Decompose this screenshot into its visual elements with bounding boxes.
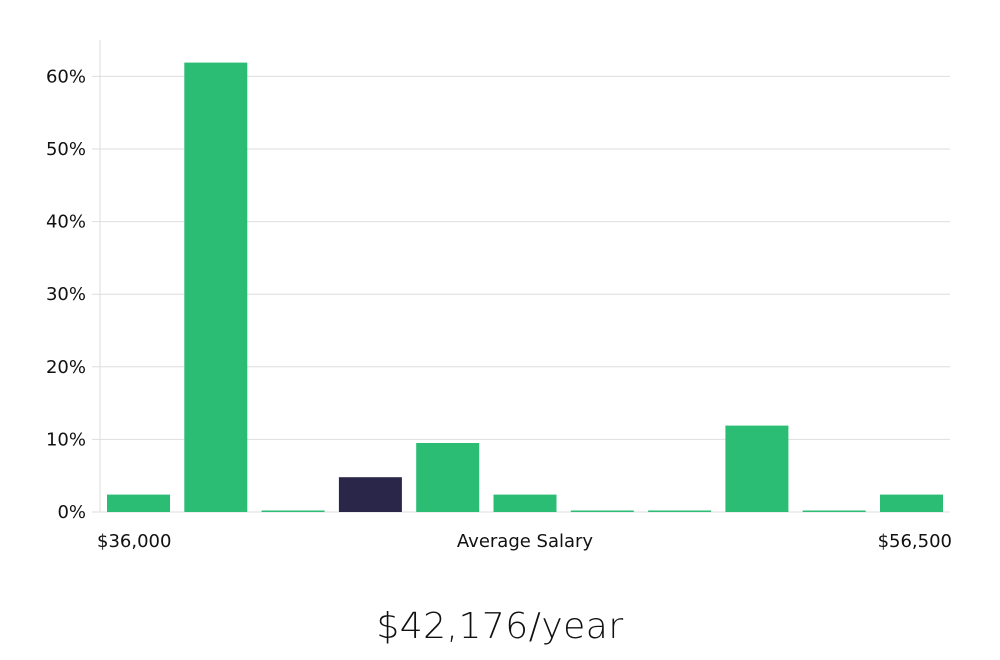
bar xyxy=(107,494,170,512)
bar xyxy=(416,443,480,512)
y-tick-label: 60% xyxy=(46,66,86,87)
bar xyxy=(648,510,712,512)
y-tick-label: 50% xyxy=(46,139,86,160)
bar xyxy=(261,510,325,512)
bar xyxy=(570,510,634,512)
y-tick-label: 20% xyxy=(46,357,86,378)
x-axis-end-label: $56,500 xyxy=(878,531,952,552)
y-tick-label: 30% xyxy=(46,284,86,305)
y-axis-ticks: 0% 10% 20% 30% 40% 50% 60% xyxy=(46,66,86,523)
bar xyxy=(802,510,866,512)
bar xyxy=(184,62,248,512)
x-axis-title: Average Salary xyxy=(457,531,594,552)
average-salary-value: $42,176/year xyxy=(376,606,624,647)
y-tick-label: 10% xyxy=(46,429,86,450)
bar-highlighted xyxy=(338,477,402,512)
y-tick-label: 0% xyxy=(57,502,86,523)
bar xyxy=(880,494,943,512)
bar xyxy=(725,425,789,512)
bars xyxy=(107,62,943,512)
y-tick-label: 40% xyxy=(46,212,86,233)
x-axis-start-label: $36,000 xyxy=(97,531,171,552)
bar xyxy=(493,494,557,512)
